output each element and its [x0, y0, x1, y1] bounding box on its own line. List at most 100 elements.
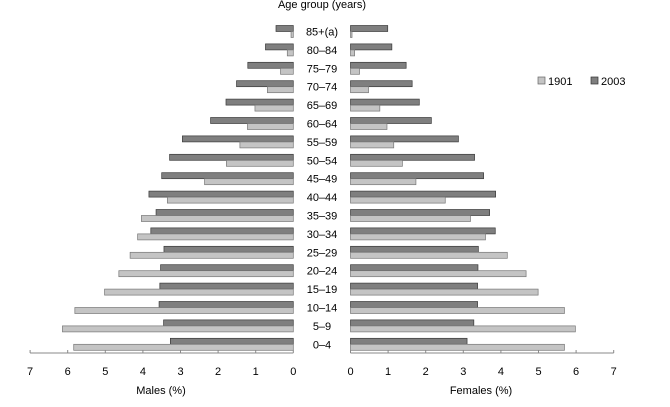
bar-male-2003 — [236, 80, 294, 88]
bar-female-1901 — [350, 123, 388, 130]
age-group-label: 70–74 — [307, 82, 338, 94]
right-x-tick-label: 2 — [423, 366, 429, 378]
bar-female-2003 — [350, 61, 407, 69]
bar-female-2003 — [350, 117, 432, 124]
legend-swatch-1901 — [537, 76, 546, 85]
age-group-label: 10–14 — [307, 303, 338, 315]
bar-female-2003 — [350, 190, 496, 198]
bar-male-2003 — [275, 25, 294, 32]
bar-male-1901 — [137, 233, 294, 241]
bar-female-1901 — [350, 233, 486, 241]
bar-male-2003 — [182, 135, 294, 143]
bar-female-1901 — [350, 343, 565, 351]
bar-female-2003 — [350, 337, 468, 345]
bar-female-1901 — [350, 178, 417, 186]
bar-male-2003 — [163, 319, 294, 327]
bar-male-1901 — [129, 251, 294, 259]
left-x-tick-label: 0 — [290, 366, 296, 378]
bar-female-1901 — [350, 270, 527, 278]
bar-female-1901 — [350, 104, 381, 112]
bar-female-1901 — [350, 159, 403, 167]
age-group-label: 50–54 — [307, 155, 338, 167]
bar-female-1901 — [350, 325, 576, 333]
bar-female-2003 — [350, 98, 420, 106]
age-group-label: 0–4 — [313, 339, 331, 351]
bar-male-2003 — [247, 61, 294, 69]
bar-male-2003 — [225, 98, 294, 106]
bar-female-1901 — [350, 288, 539, 296]
bar-female-1901 — [350, 49, 355, 57]
age-group-label: 5–9 — [313, 321, 331, 333]
age-group-label: 55–59 — [307, 137, 338, 149]
bar-male-1901 — [104, 288, 294, 296]
legend-label-1901: 1901 — [548, 76, 572, 88]
right-x-tick-label: 6 — [573, 366, 579, 378]
age-group-label: 80–84 — [307, 45, 338, 57]
age-group-label: 30–34 — [307, 229, 338, 241]
age-group-label: 65–69 — [307, 100, 338, 112]
bar-male-2003 — [169, 337, 294, 345]
bar-male-1901 — [73, 343, 294, 351]
right-x-tick-label: 0 — [347, 366, 353, 378]
bar-female-2003 — [350, 172, 484, 180]
bar-male-1901 — [204, 178, 294, 186]
bar-male-1901 — [254, 104, 294, 112]
bar-female-1901 — [350, 67, 360, 75]
left-x-tick-label: 7 — [27, 366, 33, 378]
bar-female-2003 — [350, 301, 478, 308]
bar-male-1901 — [239, 141, 294, 149]
chart-title: Age group (years) — [278, 0, 366, 11]
bar-male-2003 — [210, 117, 294, 124]
legend: 1901 2003 — [537, 76, 625, 88]
bar-male-2003 — [169, 153, 294, 161]
age-group-label: 20–24 — [307, 266, 338, 278]
age-group-label: 35–39 — [307, 211, 338, 223]
left-x-axis-label: Males (%) — [136, 385, 186, 397]
bar-female-2003 — [350, 319, 475, 327]
bar-female-2003 — [350, 245, 479, 253]
bar-male-1901 — [141, 215, 294, 222]
bar-male-1901 — [280, 67, 294, 75]
bar-male-2003 — [160, 264, 294, 272]
bar-female-2003 — [350, 227, 496, 235]
bar-male-2003 — [161, 172, 294, 180]
bar-male-2003 — [158, 301, 294, 308]
right-x-tick-label: 3 — [460, 366, 466, 378]
bar-male-1901 — [226, 159, 294, 167]
bar-male-1901 — [286, 49, 294, 57]
bar-male-2003 — [163, 245, 294, 253]
bar-female-1901 — [350, 31, 353, 38]
bar-female-1901 — [350, 307, 565, 314]
age-group-label: 40–44 — [307, 192, 338, 204]
age-group-label: 45–49 — [307, 174, 338, 186]
bar-female-2003 — [350, 43, 393, 51]
right-x-tick-label: 1 — [385, 366, 391, 378]
age-group-label: 75–79 — [307, 63, 338, 75]
bar-female-2003 — [350, 135, 459, 143]
bar-female-2003 — [350, 25, 389, 32]
right-x-axis-label: Females (%) — [450, 385, 512, 397]
bar-male-2003 — [150, 227, 294, 235]
age-group-label: 15–19 — [307, 284, 338, 296]
bar-male-2003 — [155, 209, 294, 216]
bar-male-1901 — [166, 196, 294, 204]
bar-female-1901 — [350, 141, 395, 149]
left-x-tick-label: 3 — [177, 366, 183, 378]
bar-male-1901 — [62, 325, 294, 333]
age-group-label: 25–29 — [307, 247, 338, 259]
bar-female-1901 — [350, 196, 446, 204]
bar-female-2003 — [350, 209, 490, 216]
bar-male-2003 — [148, 190, 294, 198]
left-x-tick-label: 5 — [102, 366, 108, 378]
left-x-tick-label: 1 — [253, 366, 259, 378]
bar-male-1901 — [267, 86, 294, 94]
right-x-tick-label: 7 — [611, 366, 617, 378]
bar-male-1901 — [74, 307, 294, 314]
bar-female-1901 — [350, 251, 508, 259]
right-x-tick-label: 4 — [498, 366, 504, 378]
age-group-label: 85+(a) — [306, 27, 338, 39]
bar-male-1901 — [247, 123, 294, 130]
age-group-label: 60–64 — [307, 119, 338, 131]
bar-male-2003 — [159, 282, 294, 290]
